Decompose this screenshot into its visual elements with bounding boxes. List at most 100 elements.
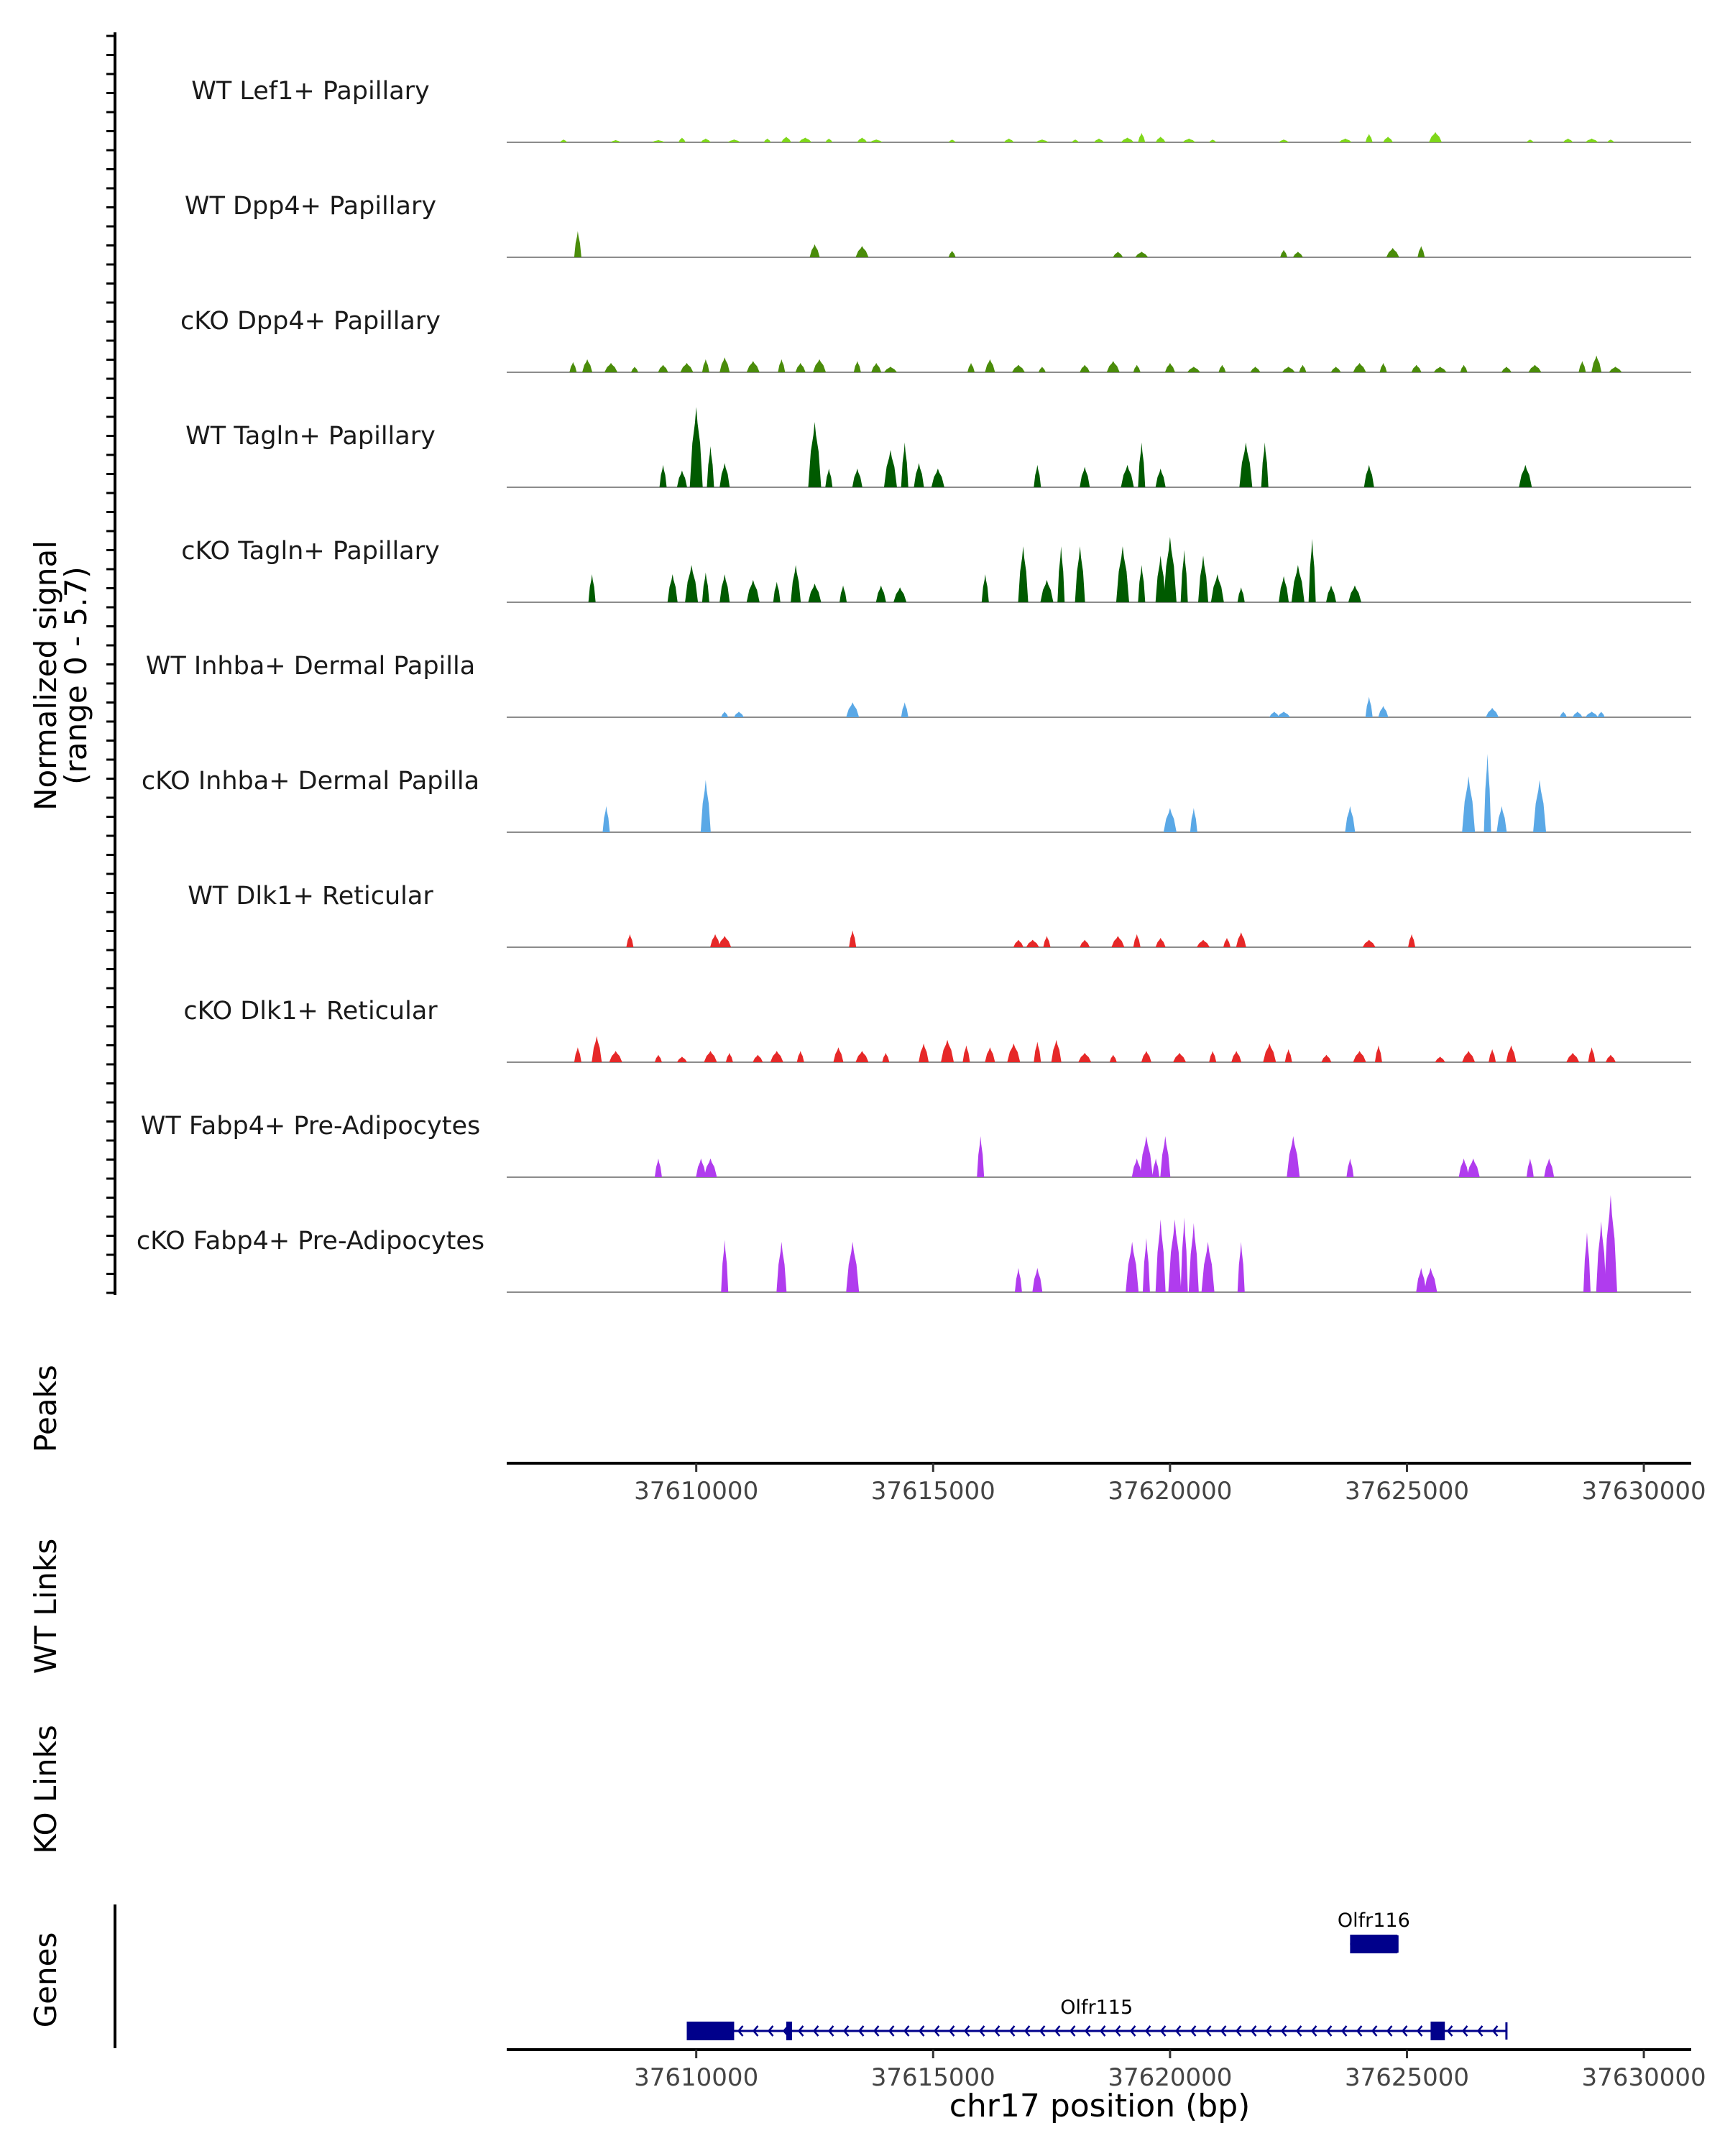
coverage-peak xyxy=(1519,464,1532,487)
coverage-peak xyxy=(1116,546,1129,602)
strand-arrow xyxy=(1491,2025,1499,2037)
coverage-peak xyxy=(734,711,745,717)
coverage-peak xyxy=(773,581,781,602)
coverage-peak xyxy=(1043,936,1051,947)
peaks-x-axis: 37610000 37615000 37620000 37625000 37630000 xyxy=(507,1462,1706,1506)
x-tick-label: 37625000 xyxy=(1345,1477,1469,1506)
coverage-peak xyxy=(592,1036,602,1062)
coverage-peak xyxy=(1462,776,1476,832)
strand-arrow xyxy=(1386,2025,1393,2037)
gene-olfr116: Olfr116 xyxy=(1338,1909,1410,1953)
coverage-peak xyxy=(702,572,709,602)
coverage-peak xyxy=(582,359,593,372)
coverage-peak xyxy=(1040,579,1054,602)
track-label: cKO Inhba+ Dermal Papilla xyxy=(142,767,479,796)
strand-arrow xyxy=(1340,2025,1348,2037)
coverage-peak xyxy=(855,246,869,257)
coverage-peak xyxy=(1106,361,1120,372)
coverage-peak xyxy=(1197,939,1210,947)
strand-arrow xyxy=(1114,2025,1121,2037)
coverage-peak xyxy=(1533,780,1547,832)
coverage-peak xyxy=(1126,1241,1139,1292)
coverage-peak xyxy=(833,1047,844,1062)
coverage-peak xyxy=(1386,248,1399,257)
coverage-peak xyxy=(825,138,833,142)
strand-arrow xyxy=(888,2025,895,2037)
coverage-peak xyxy=(1408,934,1416,947)
coverage-peak xyxy=(883,450,897,487)
coverage-peak xyxy=(1284,1049,1292,1062)
coverage-peak xyxy=(753,1054,763,1062)
strand-arrow xyxy=(1129,2025,1136,2037)
coverage-peak xyxy=(763,138,771,142)
coverage-peak xyxy=(1282,367,1295,372)
coverage-peak xyxy=(846,1241,860,1292)
strand-arrow xyxy=(1356,2025,1363,2037)
coverage-peak xyxy=(1526,1158,1534,1177)
coverage-peak xyxy=(1526,139,1534,142)
track-wt-dlk1-reticular: WT Dlk1+ Reticular xyxy=(188,882,1691,948)
coverage-peak xyxy=(1287,1135,1300,1177)
coverage-peak xyxy=(1094,138,1104,142)
coverage-peak xyxy=(901,702,908,717)
strand-arrow xyxy=(1280,2025,1287,2037)
coverage-peak xyxy=(857,137,868,142)
track-cko-inhba-dermal-papilla: cKO Inhba+ Dermal Papilla xyxy=(142,753,1691,833)
x-tick-label: 37630000 xyxy=(1582,1477,1706,1506)
coverage-peak xyxy=(1223,938,1230,947)
coverage-peak xyxy=(1250,367,1261,372)
coverage-peak xyxy=(875,585,886,602)
coverage-peak xyxy=(1379,363,1387,372)
coverage-peak xyxy=(1365,134,1373,142)
coverage-peak xyxy=(1321,1054,1332,1062)
coverage-peak xyxy=(1416,1268,1427,1292)
coverage-peak xyxy=(1308,538,1316,602)
gene-label: Olfr115 xyxy=(1060,1996,1133,2019)
coverage-peak xyxy=(967,363,975,372)
coverage-peak xyxy=(1424,1268,1438,1292)
coverage-peak xyxy=(791,565,801,602)
coverage-peak xyxy=(1466,1158,1480,1177)
coverage-peak xyxy=(626,934,634,947)
coverage-peak xyxy=(1378,706,1389,717)
track-label: cKO Fabp4+ Pre-Adipocytes xyxy=(137,1227,484,1256)
coverage-peak xyxy=(1188,1222,1199,1292)
coverage-peak xyxy=(1484,753,1491,832)
coverage-peak xyxy=(678,137,686,142)
coverage-peak xyxy=(846,702,860,717)
peaks-panel-label: Peaks xyxy=(28,1365,63,1452)
coverage-peak xyxy=(1133,364,1141,372)
gene-olfr115: Olfr115 xyxy=(686,1996,1508,2040)
coverage-peak xyxy=(1218,364,1226,372)
strand-arrow xyxy=(767,2025,774,2037)
coverage-peak xyxy=(1231,1051,1242,1062)
strand-arrow xyxy=(978,2025,985,2037)
coverage-peak xyxy=(651,139,665,142)
gene-exon xyxy=(786,2022,792,2040)
x-tick-label: 37625000 xyxy=(1345,2063,1469,2092)
coverage-peak xyxy=(883,367,897,372)
coverage-peak xyxy=(770,1051,783,1062)
coverage-peak xyxy=(1138,133,1146,142)
coverage-peak xyxy=(1003,138,1014,142)
strand-arrow xyxy=(737,2025,744,2037)
coverage-peak xyxy=(1032,1268,1043,1292)
coverage-y-axis xyxy=(106,32,116,1295)
x-tick-label: 37620000 xyxy=(1108,2063,1232,2092)
coverage-peak xyxy=(1591,355,1602,372)
strand-arrow xyxy=(1401,2025,1408,2037)
coverage-peak xyxy=(1173,1053,1187,1062)
x-tick-label: 37610000 xyxy=(634,2063,758,2092)
gene-exon xyxy=(1350,1935,1398,1953)
coverage-peak xyxy=(1163,537,1177,602)
coverage-peak xyxy=(778,359,786,372)
coverage-peak xyxy=(849,930,857,947)
strand-arrow xyxy=(752,2025,759,2037)
coverage-peak xyxy=(588,574,596,602)
coverage-peak xyxy=(1113,252,1123,257)
coverage-peak xyxy=(574,1047,581,1062)
coverage-peak xyxy=(746,361,760,372)
strand-arrow xyxy=(1054,2025,1061,2037)
coverage-peak xyxy=(725,1053,733,1062)
coverage-peak xyxy=(1051,1039,1062,1062)
